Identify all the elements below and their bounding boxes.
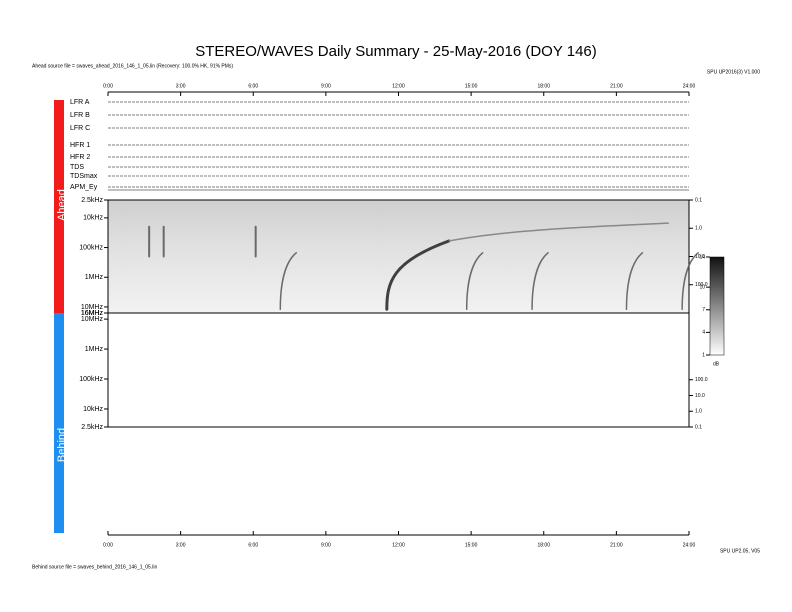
y-tick-label: 2.5kHz — [81, 197, 103, 204]
spectrogram-background — [107, 199, 690, 314]
y-tick-label: 1MHz — [85, 346, 104, 353]
channel-label: LFR B — [70, 112, 90, 119]
colorbar-tick-label: 14 — [699, 254, 705, 260]
burst — [625, 252, 644, 311]
y2-tick-label: 10.0 — [695, 254, 705, 260]
x-tick-label: 9:00 — [321, 83, 331, 89]
behind-bar — [54, 313, 64, 533]
x-tick-label: 0:00 — [103, 542, 113, 548]
source: Behind source file = swaves_behind_2016_… — [32, 564, 157, 570]
version: SPU UP2.05, V05 — [720, 548, 760, 554]
colorbar-tick-label: 4 — [702, 330, 705, 336]
y-tick-label: 100kHz — [79, 376, 103, 383]
x-tick-label: 15:00 — [465, 83, 478, 89]
colorbar-tick-label: 1 — [702, 352, 705, 358]
panel-label: Ahead — [56, 189, 68, 221]
x-tick-label: 3:00 — [176, 83, 186, 89]
y-tick-label: 10MHz — [81, 316, 104, 323]
x-tick-label: 21:00 — [610, 83, 623, 89]
channel-label: APM_Ey — [70, 184, 98, 191]
x-tick-label: 24:00 — [683, 542, 696, 548]
burst — [385, 239, 451, 311]
x-tick-label: 0:00 — [103, 83, 113, 89]
burst — [279, 252, 298, 311]
spectrogram-frame — [107, 312, 690, 428]
colorbar-label: dB — [713, 361, 720, 367]
colorbar-tick-label: 10 — [699, 284, 705, 290]
y-tick-label: 10kHz — [83, 215, 103, 222]
y-tick-label: 10MHz — [81, 304, 104, 311]
burst — [681, 252, 699, 311]
y-tick-label: 100kHz — [79, 244, 103, 251]
channel-label: TDS — [70, 164, 84, 171]
y2-tick-label: 0.1 — [695, 197, 702, 203]
y2-tick-label: 0.1 — [695, 424, 702, 430]
colorbar-tick-label: 7 — [702, 307, 705, 313]
channel-label: HFR 1 — [70, 142, 90, 149]
y2-tick-label: 10.0 — [695, 393, 705, 399]
channel-label: LFR C — [70, 125, 90, 132]
y-tick-label: 16MHz — [81, 310, 104, 317]
y-tick-label: 1MHz — [85, 274, 104, 281]
colorbar — [709, 256, 725, 356]
x-tick-label: 12:00 — [392, 542, 405, 548]
x-tick-label: 21:00 — [610, 542, 623, 548]
version: SPU UP2016(3) V1.000 — [707, 69, 760, 75]
panel-label: Behind — [56, 428, 68, 462]
channel-label: HFR 2 — [70, 154, 90, 161]
x-tick-label: 15:00 — [465, 542, 478, 548]
y2-tick-label: 1.0 — [695, 409, 702, 415]
burst — [531, 252, 549, 311]
y-tick-label: 2.5kHz — [81, 424, 103, 431]
y2-tick-label: 1.0 — [695, 226, 702, 232]
x-tick-label: 6:00 — [248, 542, 258, 548]
channel-label: TDSmax — [70, 173, 98, 180]
x-tick-label: 9:00 — [321, 542, 331, 548]
y-tick-label: 16MHz — [81, 310, 104, 317]
source: Ahead source file = swaves_ahead_2016_14… — [32, 63, 233, 69]
channel-label: LFR A — [70, 99, 90, 106]
burst — [465, 252, 484, 311]
x-tick-label: 12:00 — [392, 83, 405, 89]
x-tick-label: 18:00 — [537, 83, 550, 89]
y2-tick-label: 100.0 — [695, 282, 708, 288]
y2-tick-label: 100.0 — [695, 377, 708, 383]
x-tick-label: 3:00 — [176, 542, 186, 548]
x-tick-label: 24:00 — [683, 83, 696, 89]
title: STEREO/WAVES Daily Summary - 25-May-2016… — [195, 43, 597, 60]
ahead-bar — [54, 100, 64, 313]
y-tick-label: 10kHz — [83, 406, 103, 413]
x-tick-label: 6:00 — [248, 83, 258, 89]
x-tick-label: 18:00 — [537, 542, 550, 548]
burst-tail — [448, 222, 669, 242]
